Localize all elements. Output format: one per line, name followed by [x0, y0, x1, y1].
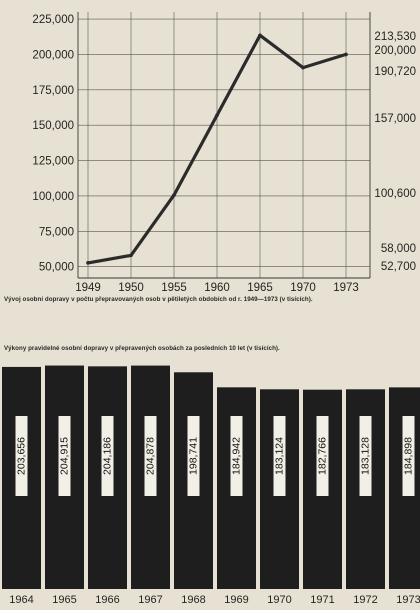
line-chart-caption: Vývoj osobní dopravy v počtu přepravovan… — [4, 296, 313, 303]
bar-label-box — [187, 416, 200, 496]
value-label: 52,700 — [381, 261, 416, 273]
data-point — [129, 253, 133, 258]
bar-label-box — [402, 416, 415, 496]
y-tick-label: 125,000 — [32, 156, 74, 168]
line-chart: 225,000 200,000 175,000 150,000 125,000 100,0… — [32, 12, 416, 294]
x-tick-label: 1965 — [52, 594, 76, 606]
value-label: 200,000 — [374, 45, 416, 57]
x-tick-label: 1967 — [138, 594, 162, 606]
data-point — [215, 113, 219, 118]
bar-value-label: 182,766 — [317, 437, 329, 475]
bar-chart: 203,656 204,915 204,186 204,878 198,741 184,9… — [2, 365, 420, 606]
bar-label-box — [230, 416, 243, 496]
x-tick-label: 1949 — [75, 282, 101, 294]
x-tick-label: 1960 — [204, 282, 230, 294]
x-tick-label: 1971 — [310, 594, 334, 606]
value-label: 100,600 — [374, 188, 416, 200]
data-point — [344, 52, 348, 57]
value-label: 157,000 — [374, 113, 416, 125]
y-tick-label: 225,000 — [32, 14, 74, 26]
bar-value-label: 183,128 — [360, 437, 372, 475]
bar-value-label: 184,942 — [231, 437, 243, 475]
value-label: 190,720 — [374, 66, 416, 78]
x-tick-label: 1969 — [224, 594, 248, 606]
x-tick-label: 1973 — [396, 594, 420, 606]
y-tick-label: 150,000 — [32, 120, 74, 132]
x-tick-label: 1964 — [9, 594, 33, 606]
y-tick-label: 50,000 — [39, 262, 74, 274]
data-point — [301, 65, 305, 70]
value-label: 213,530 — [374, 31, 416, 43]
bar-value-label: 204,878 — [145, 437, 157, 475]
bar-label-box — [58, 416, 71, 496]
x-tick-label: 1968 — [181, 594, 205, 606]
x-tick-label: 1955 — [161, 282, 187, 294]
bar-value-label: 203,656 — [16, 437, 28, 475]
data-point — [86, 261, 90, 265]
bar-label-box — [316, 416, 329, 496]
x-tick-label: 1973 — [333, 282, 359, 294]
x-tick-label: 1950 — [118, 282, 144, 294]
bar-label-box — [15, 416, 28, 496]
bar-label-box — [144, 416, 157, 496]
bar-value-label: 184,898 — [403, 437, 415, 475]
value-label: 58,000 — [381, 243, 416, 255]
x-tick-label: 1965 — [247, 282, 273, 294]
bar-label-box — [273, 416, 286, 496]
data-point — [172, 193, 176, 197]
y-tick-label: 100,000 — [32, 191, 74, 203]
bar-label-box — [101, 416, 114, 496]
bar-value-label: 183,124 — [274, 437, 286, 475]
y-tick-label: 75,000 — [39, 226, 74, 238]
data-point — [258, 33, 262, 38]
y-tick-label: 175,000 — [32, 85, 74, 97]
bar-value-label: 204,915 — [59, 437, 71, 475]
bar-value-label: 204,186 — [102, 437, 114, 475]
x-tick-label: 1970 — [267, 594, 291, 606]
y-tick-label: 200,000 — [32, 49, 74, 61]
bar-chart-caption: Výkony pravidelné osobní dopravy v přepr… — [4, 345, 280, 352]
x-tick-label: 1966 — [95, 594, 119, 606]
x-tick-label: 1972 — [353, 594, 377, 606]
bar-value-label: 198,741 — [188, 437, 200, 475]
x-tick-label: 1970 — [290, 282, 316, 294]
bar-label-box — [359, 416, 372, 496]
